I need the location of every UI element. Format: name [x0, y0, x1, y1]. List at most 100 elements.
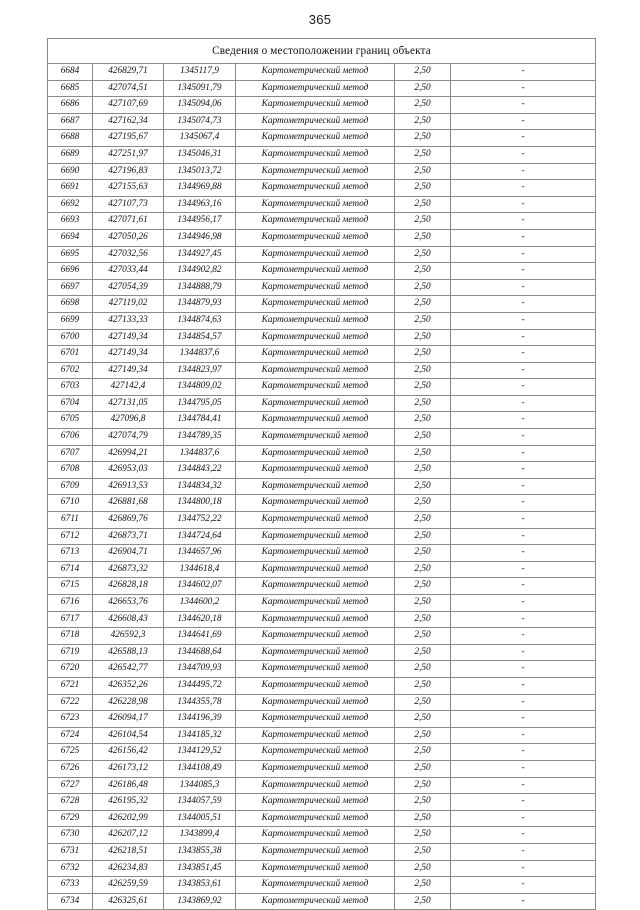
table-row: 6698 427119,02 1344879,93 Картометрический … — [47, 295, 597, 313]
cell-y: 1344657,96 — [163, 544, 236, 562]
cell-method: Картометрический метод — [235, 278, 395, 297]
cell-method: Картометрический метод — [235, 262, 395, 280]
cell-y: 1344005,51 — [163, 809, 236, 828]
cell-y: 1345091,79 — [163, 79, 236, 98]
cell-method: Картометрический метод — [235, 112, 395, 131]
cell-x: 426325,61 — [92, 892, 164, 910]
cell-y: 1344946,98 — [163, 228, 236, 247]
table-row: 6697 427054,39 1344888,79 Картометрический … — [47, 278, 597, 297]
cell-number: 6732 — [47, 859, 93, 878]
cell-y: 1345013,72 — [163, 162, 236, 181]
cell-number: 6685 — [47, 79, 93, 98]
cell-accuracy: 2,50 — [394, 544, 451, 562]
table-row: 6692 427107,73 1344963,16 Картометрический … — [47, 195, 597, 214]
cell-y: 1344688,64 — [163, 643, 236, 662]
cell-method: Картометрический метод — [235, 743, 395, 761]
cell-accuracy: 2,50 — [394, 892, 451, 910]
cell-number: 6718 — [47, 627, 93, 645]
cell-y: 1344800,18 — [163, 494, 236, 513]
cell-description: - — [449, 726, 597, 745]
cell-y: 1344709,93 — [163, 660, 236, 678]
cell-method: Картометрический метод — [235, 859, 395, 878]
cell-description: - — [449, 610, 597, 629]
cell-y: 1344888,79 — [163, 278, 236, 297]
cell-number: 6724 — [47, 726, 93, 745]
cell-y: 1344641,69 — [163, 627, 236, 645]
cell-y: 1344355,78 — [163, 693, 236, 712]
table-title-row: Сведения о местоположении границ объекта — [46, 38, 597, 64]
cell-x: 426104,54 — [92, 726, 164, 745]
cell-number: 6728 — [47, 793, 93, 811]
cell-y: 1344902,82 — [163, 262, 236, 280]
cell-description: - — [449, 676, 597, 695]
cell-description: - — [449, 876, 597, 894]
table-row: 6704 427131,05 1344795,05 Картометрический … — [47, 394, 597, 413]
cell-accuracy: 2,50 — [394, 710, 451, 728]
cell-method: Картометрический метод — [235, 494, 395, 513]
table-row: 6689 427251,97 1345046,31 Картометрический … — [47, 145, 597, 164]
cell-description: - — [449, 328, 597, 347]
cell-description: - — [449, 594, 597, 612]
cell-accuracy: 2,50 — [394, 345, 451, 363]
cell-method: Картометрический метод — [235, 212, 395, 230]
cell-number: 6711 — [47, 511, 93, 529]
cell-y: 1344129,52 — [163, 743, 236, 761]
cell-description: - — [449, 826, 597, 844]
cell-description: - — [449, 444, 597, 463]
cell-number: 6688 — [47, 129, 93, 147]
cell-method: Картометрический метод — [235, 411, 395, 430]
cell-number: 6703 — [47, 378, 93, 396]
cell-number: 6699 — [47, 311, 93, 330]
table-row: 6716 426653,76 1344600,2 Картометрический м… — [47, 594, 597, 612]
cell-method: Картометрический метод — [235, 228, 395, 247]
cell-method: Картометрический метод — [235, 892, 395, 910]
cell-number: 6690 — [47, 162, 93, 181]
cell-y: 1344809,02 — [163, 378, 236, 396]
cell-y: 1344108,49 — [163, 759, 236, 778]
cell-method: Картометрический метод — [235, 876, 395, 894]
table-row: 6707 426994,21 1344837,6 Картометрический м… — [47, 444, 597, 463]
cell-number: 6717 — [47, 610, 93, 629]
cell-accuracy: 2,50 — [394, 162, 451, 181]
cell-y: 1345067,4 — [163, 129, 236, 147]
cell-method: Картометрический метод — [235, 726, 395, 745]
cell-method: Картометрический метод — [235, 809, 395, 828]
cell-x: 427251,97 — [92, 145, 164, 164]
cell-method: Картометрический метод — [235, 793, 395, 811]
cell-description: - — [449, 112, 597, 131]
cell-description: - — [449, 79, 597, 98]
cell-method: Картометрический метод — [235, 361, 395, 380]
cell-accuracy: 2,50 — [394, 577, 451, 595]
cell-accuracy: 2,50 — [394, 212, 451, 230]
cell-y: 1345094,06 — [163, 96, 236, 114]
cell-number: 6720 — [47, 660, 93, 678]
cell-y: 1344789,35 — [163, 428, 236, 446]
cell-accuracy: 2,50 — [394, 859, 451, 878]
cell-number: 6733 — [47, 876, 93, 894]
table-row: 6714 426873,32 1344618,4 Картометрический м… — [47, 560, 597, 579]
cell-y: 1344843,22 — [163, 461, 236, 479]
cell-x: 427096,8 — [92, 411, 164, 430]
cell-method: Картометрический метод — [235, 660, 395, 678]
cell-description: - — [449, 842, 597, 861]
cell-number: 6713 — [47, 544, 93, 562]
cell-number: 6696 — [47, 262, 93, 280]
cell-accuracy: 2,50 — [394, 179, 451, 197]
cell-description: - — [449, 345, 597, 363]
table-row: 6731 426218,51 1343855,38 Картометрический … — [47, 842, 597, 861]
cell-x: 426202,99 — [92, 809, 164, 828]
cell-y: 1344969,88 — [163, 179, 236, 197]
cell-y: 1344185,32 — [163, 726, 236, 745]
cell-method: Картометрический метод — [235, 245, 395, 264]
cell-accuracy: 2,50 — [394, 96, 451, 114]
cell-number: 6734 — [47, 892, 93, 910]
cell-x: 427033,44 — [92, 262, 164, 280]
cell-y: 1344874,63 — [163, 311, 236, 330]
table-row: 6718 426592,3 1344641,69 Картометрический м… — [47, 627, 597, 645]
cell-description: - — [449, 859, 597, 878]
cell-description: - — [449, 693, 597, 712]
cell-accuracy: 2,50 — [394, 643, 451, 662]
cell-y: 1344724,64 — [163, 527, 236, 546]
cell-y: 1344600,2 — [163, 594, 236, 612]
